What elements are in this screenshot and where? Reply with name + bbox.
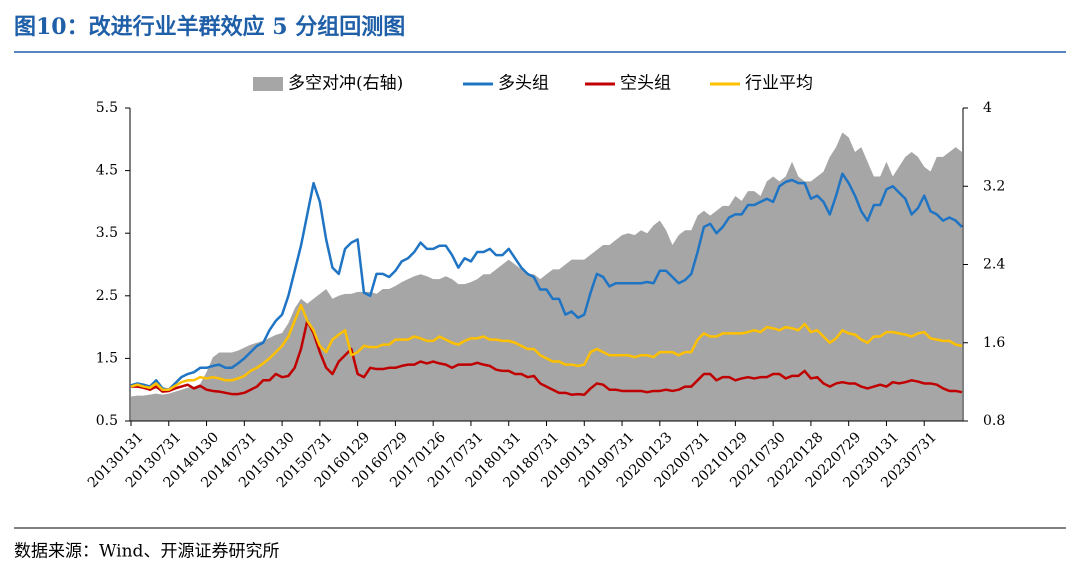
y2-tick-label: 3.2: [983, 178, 1005, 194]
y-tick-label: 2.5: [96, 288, 118, 304]
y2-tick-label: 1.6: [983, 335, 1005, 351]
plot: 0.51.52.53.54.55.50.81.62.43.24201301312…: [85, 74, 1005, 492]
legend-label: 空头组: [620, 74, 671, 94]
legend-label: 多空对冲(右轴): [288, 74, 403, 94]
legend-label: 多头组: [498, 74, 549, 94]
y-tick-label: 5.5: [96, 100, 118, 116]
y2-tick-label: 0.8: [983, 413, 1005, 429]
chart-title: 图10：改进行业羊群效应 5 分组回测图: [14, 14, 405, 40]
y-tick-label: 3.5: [96, 225, 118, 241]
area: [131, 132, 962, 421]
y-tick-label: 1.5: [96, 350, 118, 366]
legend-label: 行业平均: [745, 74, 813, 94]
y2-tick-label: 4: [983, 100, 992, 116]
legend-swatch: [253, 77, 283, 91]
line: [130, 172, 963, 391]
line: [130, 303, 963, 391]
source: 数据来源：Wind、开源证券研究所: [14, 542, 279, 562]
y-tick-label: 4.5: [96, 163, 118, 179]
y-tick-label: 0.5: [96, 413, 118, 429]
line: [131, 319, 963, 396]
y2-tick-label: 2.4: [983, 257, 1005, 273]
